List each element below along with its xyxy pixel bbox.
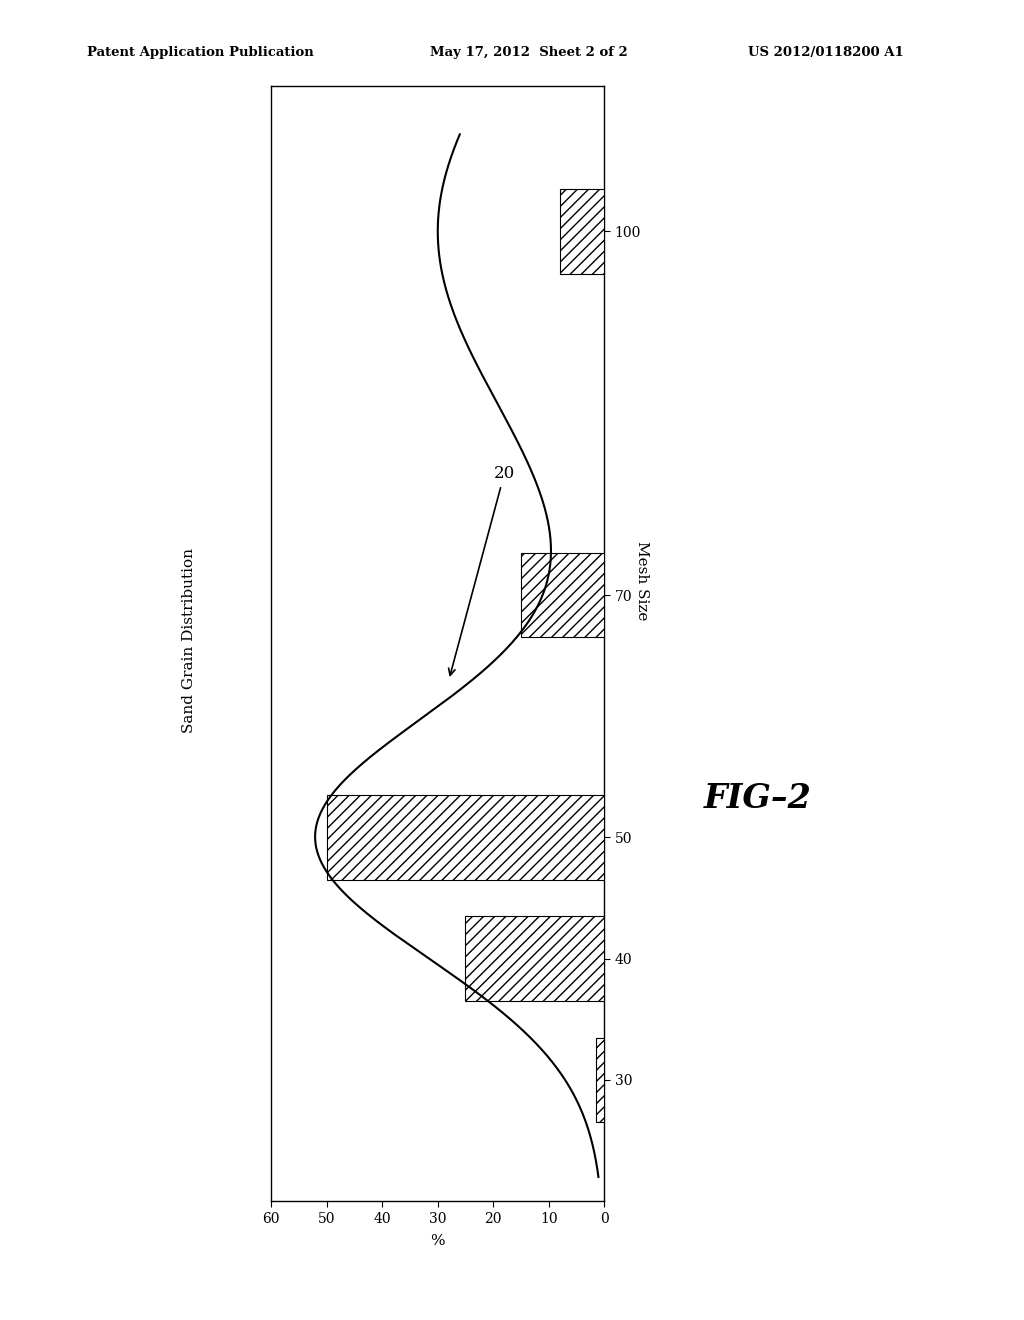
Bar [596, 1038, 604, 1122]
Bar [521, 553, 604, 638]
Text: 20: 20 [449, 465, 515, 676]
Bar [560, 189, 604, 273]
Text: Sand Grain Distribution: Sand Grain Distribution [182, 548, 197, 733]
Text: May 17, 2012  Sheet 2 of 2: May 17, 2012 Sheet 2 of 2 [430, 46, 628, 59]
Bar [327, 795, 604, 880]
X-axis label: %: % [430, 1234, 445, 1247]
Text: Patent Application Publication: Patent Application Publication [87, 46, 313, 59]
Text: Mesh Size: Mesh Size [635, 541, 649, 620]
Text: US 2012/0118200 A1: US 2012/0118200 A1 [748, 46, 903, 59]
Text: FIG–2: FIG–2 [703, 781, 812, 814]
Bar [466, 916, 604, 1001]
